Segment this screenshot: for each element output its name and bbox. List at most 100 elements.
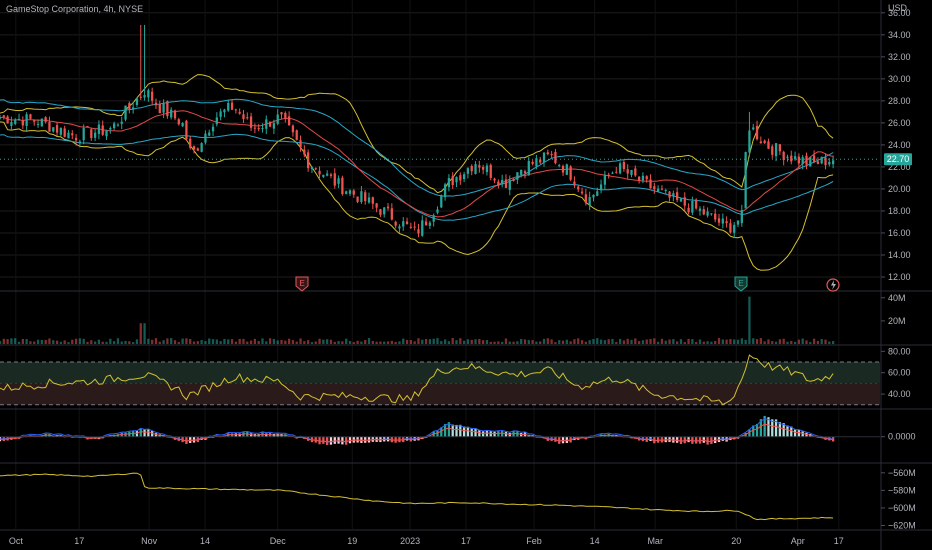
candle-body <box>272 123 276 129</box>
volume-bar <box>767 339 770 344</box>
candle-body <box>189 138 192 148</box>
candle-body <box>812 155 816 162</box>
candle-body <box>101 125 104 135</box>
volume-bar <box>409 340 412 344</box>
volume-bar <box>116 338 120 344</box>
volume-bar <box>375 341 378 344</box>
volume-bar <box>337 341 340 344</box>
candle-body <box>249 116 253 128</box>
rsi-band-upper <box>0 362 880 384</box>
macd-bar <box>695 436 698 444</box>
macd-bar <box>714 436 717 444</box>
volume-bar <box>421 339 424 344</box>
volume-bar <box>204 341 207 344</box>
macd-bar <box>345 436 348 445</box>
macd-bar <box>451 424 454 437</box>
earnings-marker-2[interactable]: E <box>734 276 748 292</box>
candle-body <box>71 133 74 136</box>
candle-body <box>504 179 508 188</box>
volume-bar <box>691 339 694 344</box>
candle-body <box>493 178 496 181</box>
volume-bar <box>695 342 698 344</box>
candle-body <box>135 98 139 105</box>
candle-body <box>520 169 523 175</box>
volume-bar <box>341 341 344 344</box>
volume-bar <box>512 341 515 344</box>
macd-bar <box>322 436 325 444</box>
time-axis[interactable]: Oct 17 Nov 14 Dec 19 2023 17 Feb 14 Mar 20 Apr 17 <box>9 536 844 546</box>
candle-body <box>752 127 755 130</box>
candle-body <box>242 114 245 119</box>
volume-bar <box>740 338 743 344</box>
candles <box>0 24 835 239</box>
candle-body <box>0 117 2 119</box>
macd-bar <box>185 436 188 444</box>
macd-bar <box>436 430 439 437</box>
volume-bar <box>356 340 359 344</box>
candle-body <box>683 197 686 206</box>
volume-bar <box>778 339 782 344</box>
volume-bar <box>291 340 295 344</box>
volume-bar <box>310 342 314 344</box>
candle-body <box>831 160 835 165</box>
volume-bar <box>580 340 584 344</box>
y-tick-label: 40M <box>888 293 906 303</box>
volume-bar <box>714 341 717 344</box>
candle-body <box>55 125 59 133</box>
volume-bar <box>481 340 485 344</box>
candle-body <box>778 144 782 152</box>
candle-body <box>607 174 610 176</box>
y-tick-label: 16.00 <box>888 228 911 238</box>
volume-bar <box>774 341 778 344</box>
candle-body <box>561 165 565 173</box>
candle-body <box>246 117 249 119</box>
candle-body <box>535 158 538 167</box>
candle-body <box>702 209 705 215</box>
volume-bar <box>367 338 371 344</box>
volume-bar <box>151 339 154 344</box>
volume-bar <box>573 339 576 344</box>
candle-body <box>284 112 287 119</box>
volume-bar <box>630 339 633 344</box>
macd-bar <box>759 419 762 437</box>
macd-bar <box>561 436 565 444</box>
candle-body <box>36 124 40 126</box>
volume-bar <box>645 339 648 344</box>
macd-bar <box>653 436 656 444</box>
candle-body <box>93 132 97 138</box>
candle-body <box>192 146 196 150</box>
envelope-bands <box>0 98 834 221</box>
candle-body <box>143 95 146 98</box>
last-price-value: 22.70 <box>887 154 910 164</box>
macd-bar <box>455 424 458 437</box>
volume-bar <box>59 341 63 344</box>
candle-body <box>767 141 770 149</box>
volume-bar <box>398 341 401 344</box>
candle-body <box>622 162 626 169</box>
candle-body <box>257 128 260 130</box>
volume-bar <box>466 339 470 344</box>
volume-bar <box>326 339 329 344</box>
obv-line <box>0 472 834 521</box>
volume-bar <box>733 339 736 344</box>
volume-bar <box>97 339 101 344</box>
volume-bar <box>455 340 458 344</box>
earnings-marker-1[interactable]: E <box>295 276 309 292</box>
price-scale[interactable]: 36.00 34.00 32.00 30.00 28.00 26.00 24.00 22.00… <box>881 8 916 531</box>
lightning-icon[interactable] <box>826 278 840 292</box>
candle-body <box>185 120 188 140</box>
candle-body <box>234 109 238 111</box>
candle-body <box>615 171 618 173</box>
candle-body <box>333 173 336 186</box>
volume-bar <box>474 339 477 344</box>
volume-bar <box>550 339 553 344</box>
candle-body <box>348 190 352 194</box>
candle-body <box>558 165 561 167</box>
macd-bar <box>489 431 492 437</box>
y-tick-label: −620M <box>888 520 916 530</box>
volume-bar <box>14 338 17 344</box>
volume-bar <box>721 339 724 344</box>
volume-bar <box>200 340 203 344</box>
candle-body <box>211 126 215 132</box>
